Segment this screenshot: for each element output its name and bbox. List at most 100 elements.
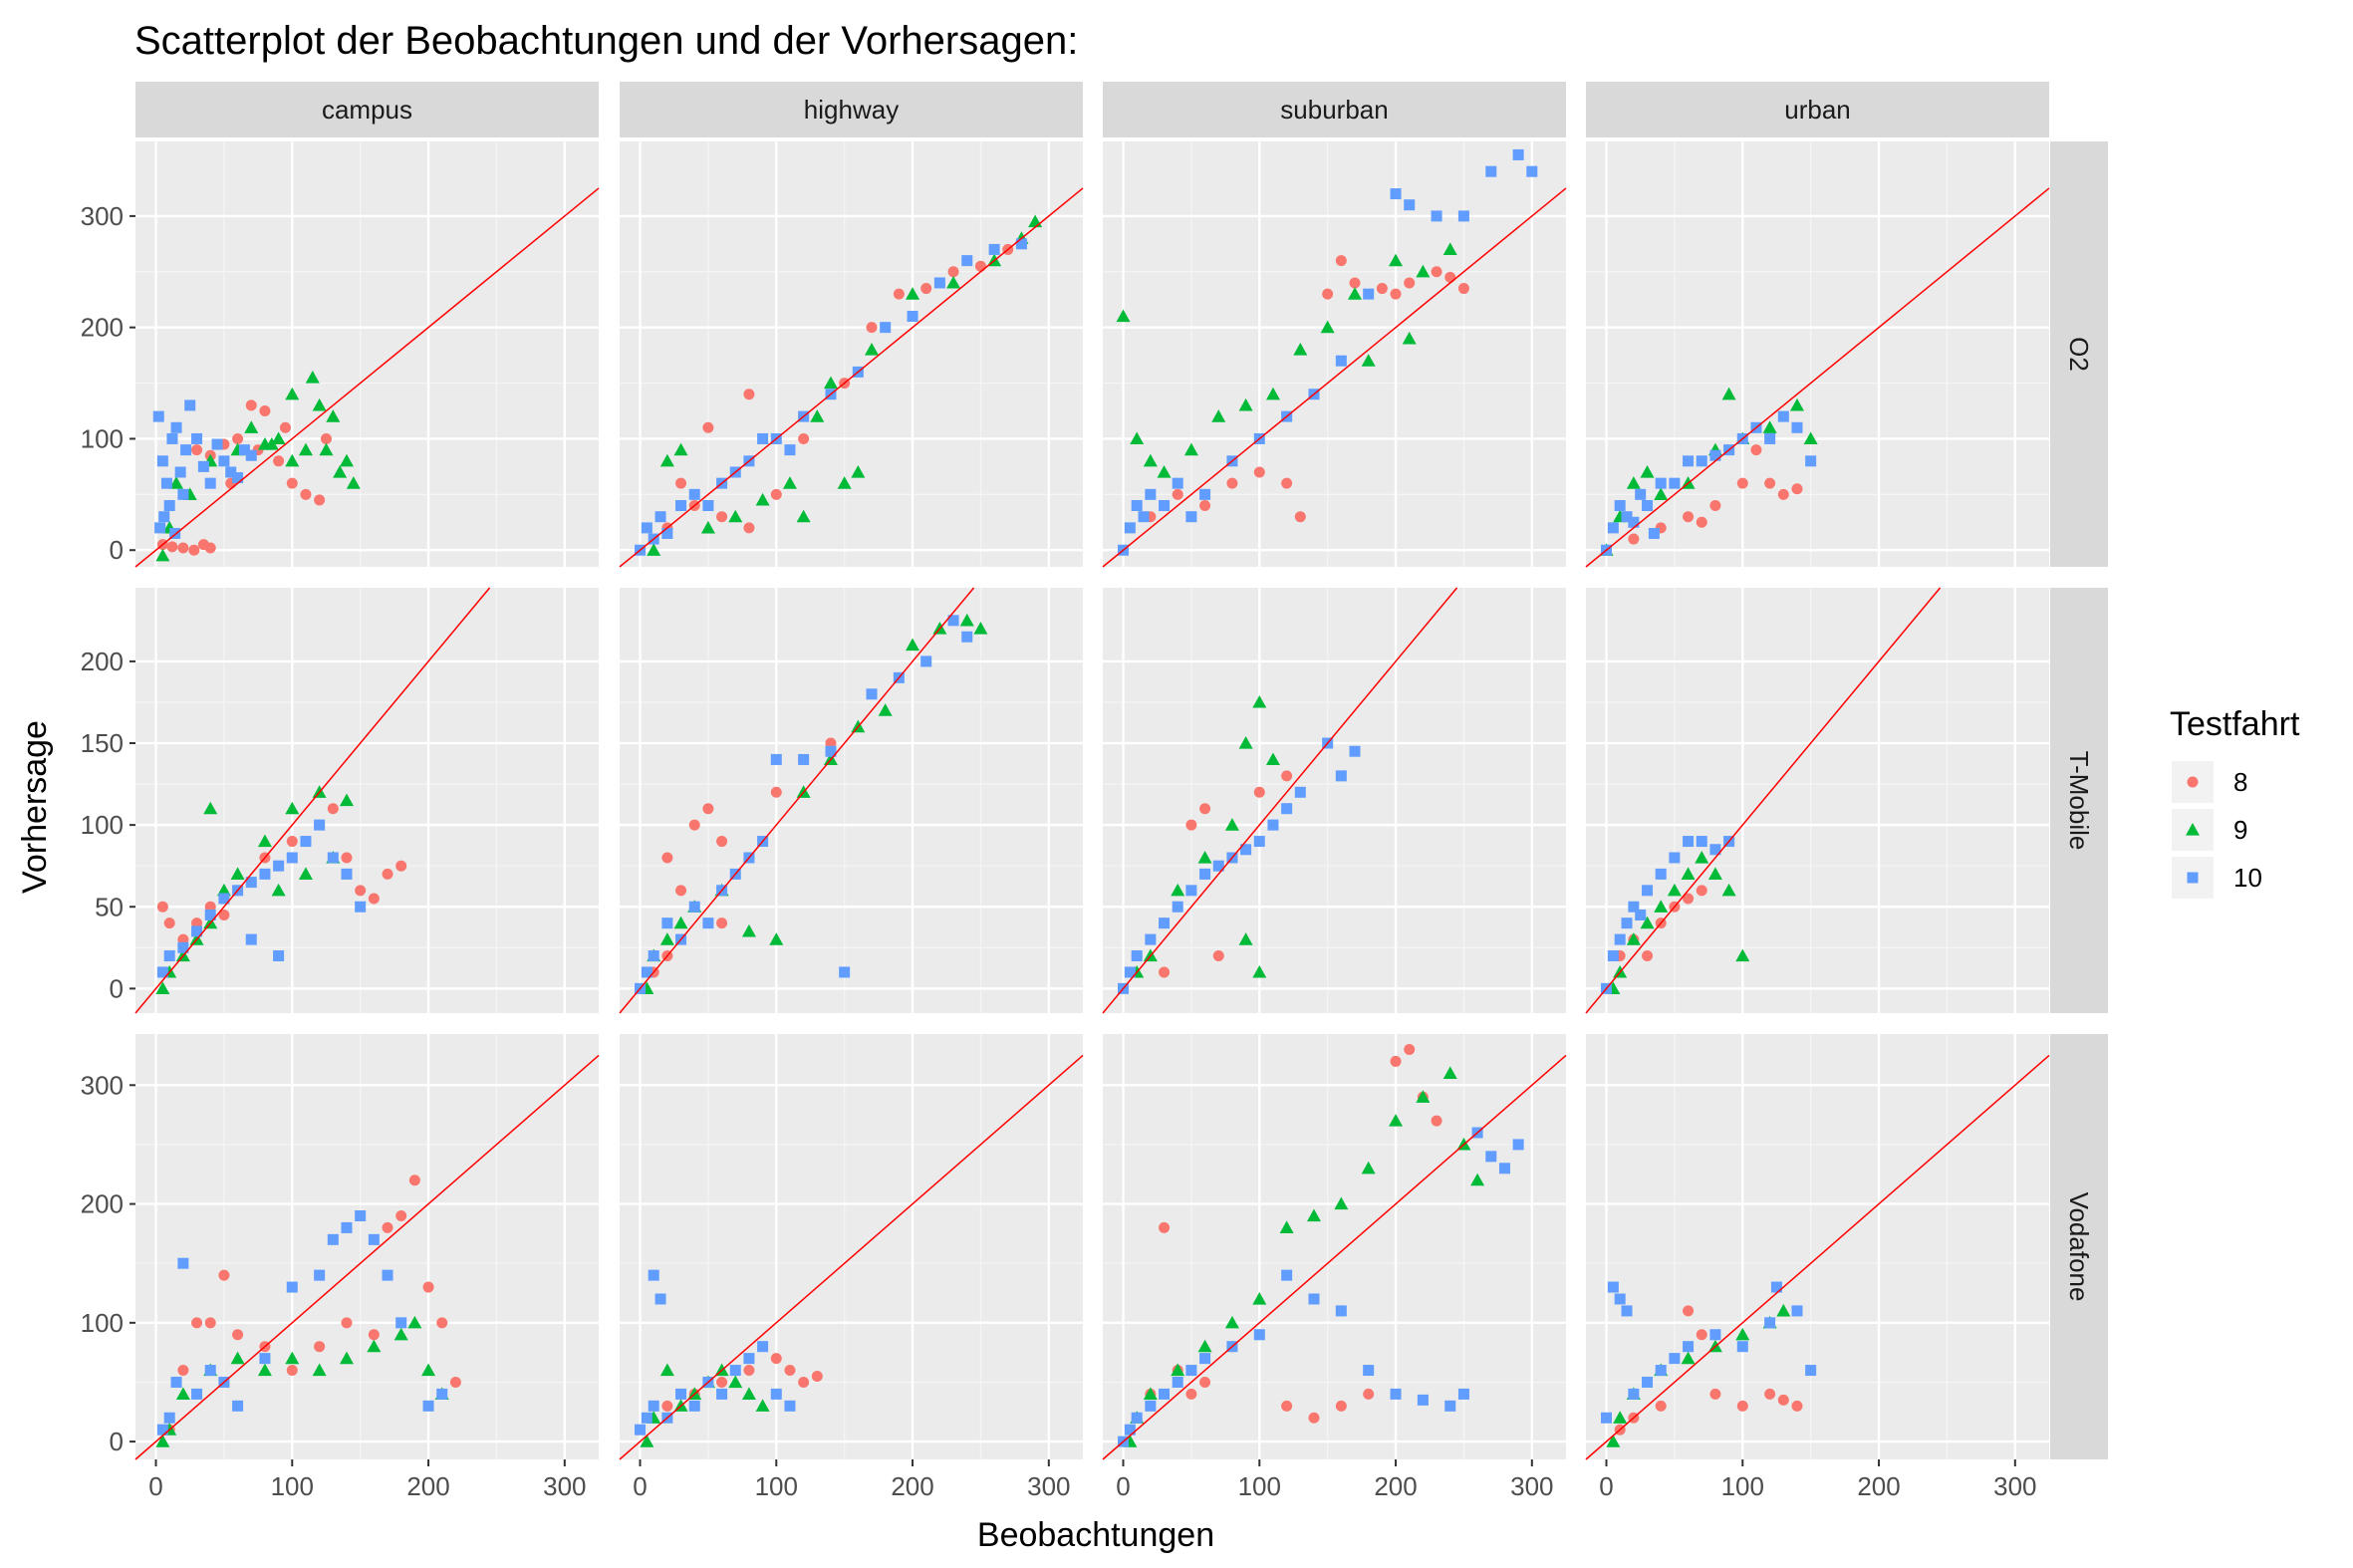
data-point-testfahrt-10 bbox=[648, 950, 659, 962]
data-point-testfahrt-9 bbox=[906, 638, 920, 652]
y-axis-title: Vorhersage bbox=[16, 720, 54, 894]
data-point-testfahrt-9 bbox=[1789, 397, 1804, 411]
data-point-testfahrt-10 bbox=[729, 1365, 741, 1377]
data-point-testfahrt-10 bbox=[177, 941, 189, 953]
data-point-testfahrt-10 bbox=[757, 1341, 769, 1353]
data-point-testfahrt-10 bbox=[1655, 1365, 1667, 1377]
panel-O2-urban bbox=[1585, 141, 2050, 568]
data-point-testfahrt-8 bbox=[204, 1317, 216, 1329]
data-point-testfahrt-10 bbox=[1648, 527, 1660, 539]
data-point-testfahrt-10 bbox=[1642, 885, 1654, 897]
data-point-testfahrt-10 bbox=[1526, 165, 1538, 177]
data-point-testfahrt-8 bbox=[1683, 1305, 1695, 1317]
data-point-testfahrt-10 bbox=[1614, 933, 1626, 945]
data-point-testfahrt-10 bbox=[211, 438, 223, 450]
data-point-testfahrt-10 bbox=[1335, 355, 1347, 367]
data-point-testfahrt-10 bbox=[204, 477, 216, 489]
data-point-testfahrt-8 bbox=[1750, 444, 1762, 456]
panel-T-Mobile-suburban bbox=[1102, 587, 1566, 1014]
y-tick-label: 100 bbox=[81, 810, 124, 840]
data-point-testfahrt-10 bbox=[654, 1293, 666, 1305]
data-point-testfahrt-8 bbox=[382, 1221, 393, 1233]
data-point-testfahrt-8 bbox=[702, 421, 714, 433]
legend-title: Testfahrt bbox=[2170, 705, 2300, 743]
data-point-testfahrt-8 bbox=[1791, 483, 1803, 495]
data-point-testfahrt-10 bbox=[743, 1353, 755, 1365]
data-point-testfahrt-10 bbox=[286, 852, 298, 864]
data-point-testfahrt-10 bbox=[1267, 819, 1279, 831]
data-point-testfahrt-10 bbox=[341, 868, 353, 880]
data-point-testfahrt-9 bbox=[312, 397, 327, 411]
data-point-testfahrt-8 bbox=[327, 803, 339, 815]
data-point-testfahrt-8 bbox=[1628, 533, 1640, 545]
data-point-testfahrt-9 bbox=[1224, 1315, 1239, 1329]
panel-background bbox=[1103, 141, 1566, 567]
data-point-testfahrt-8 bbox=[286, 836, 298, 848]
data-point-testfahrt-8 bbox=[395, 1209, 407, 1221]
data-point-testfahrt-8 bbox=[1390, 1055, 1402, 1067]
data-point-testfahrt-8 bbox=[1335, 1400, 1347, 1412]
data-point-testfahrt-9 bbox=[1416, 264, 1431, 278]
panel-background bbox=[135, 1034, 599, 1459]
x-tick-label: 0 bbox=[1116, 1471, 1130, 1501]
data-point-testfahrt-10 bbox=[688, 901, 700, 913]
data-point-testfahrt-9 bbox=[203, 801, 218, 815]
data-point-testfahrt-10 bbox=[702, 500, 714, 512]
data-point-testfahrt-9 bbox=[659, 932, 674, 945]
y-tick-label: 150 bbox=[81, 728, 124, 758]
data-point-testfahrt-9 bbox=[1265, 752, 1280, 766]
data-point-testfahrt-10 bbox=[648, 1400, 659, 1412]
data-point-testfahrt-10 bbox=[156, 1424, 168, 1436]
data-point-testfahrt-10 bbox=[1669, 1353, 1681, 1365]
data-point-testfahrt-10 bbox=[259, 1353, 271, 1365]
data-point-testfahrt-10 bbox=[1253, 1329, 1265, 1341]
data-point-testfahrt-9 bbox=[782, 476, 797, 489]
data-point-testfahrt-10 bbox=[675, 500, 687, 512]
data-point-testfahrt-9 bbox=[230, 867, 245, 881]
reference-line bbox=[619, 1054, 1084, 1460]
data-point-testfahrt-10 bbox=[880, 322, 892, 334]
data-point-testfahrt-10 bbox=[1240, 844, 1252, 856]
data-point-testfahrt-8 bbox=[675, 477, 687, 489]
data-point-testfahrt-8 bbox=[716, 1376, 728, 1388]
data-point-testfahrt-9 bbox=[865, 343, 880, 356]
data-point-testfahrt-8 bbox=[866, 322, 878, 334]
data-point-testfahrt-10 bbox=[1642, 1376, 1654, 1388]
data-point-testfahrt-8 bbox=[1642, 950, 1654, 962]
row-strip-label: T-Mobile bbox=[2064, 751, 2094, 851]
data-point-testfahrt-10 bbox=[947, 615, 959, 627]
data-point-testfahrt-9 bbox=[700, 520, 715, 534]
data-point-testfahrt-8 bbox=[1696, 516, 1707, 528]
data-point-testfahrt-8 bbox=[245, 399, 257, 411]
data-point-testfahrt-10 bbox=[1628, 901, 1640, 913]
data-point-testfahrt-10 bbox=[1512, 148, 1524, 160]
data-point-testfahrt-10 bbox=[1335, 1305, 1347, 1317]
data-point-testfahrt-9 bbox=[1211, 409, 1226, 422]
data-point-testfahrt-9 bbox=[339, 453, 354, 467]
data-point-testfahrt-9 bbox=[407, 1315, 422, 1329]
data-point-testfahrt-10 bbox=[1172, 901, 1183, 913]
data-point-testfahrt-8 bbox=[1431, 266, 1442, 278]
data-point-testfahrt-9 bbox=[1293, 343, 1308, 356]
data-point-testfahrt-8 bbox=[716, 836, 728, 848]
data-point-testfahrt-8 bbox=[1791, 1400, 1803, 1412]
data-point-testfahrt-9 bbox=[640, 1435, 654, 1447]
data-point-testfahrt-10 bbox=[1431, 210, 1442, 222]
data-point-testfahrt-8 bbox=[355, 885, 367, 897]
data-point-testfahrt-9 bbox=[312, 1363, 327, 1377]
data-point-testfahrt-8 bbox=[716, 917, 728, 929]
data-point-testfahrt-10 bbox=[327, 1233, 339, 1245]
x-tick-label: 0 bbox=[1599, 1471, 1613, 1501]
data-point-testfahrt-8 bbox=[191, 444, 203, 456]
data-point-testfahrt-10 bbox=[245, 877, 257, 889]
data-point-testfahrt-10 bbox=[1683, 836, 1695, 848]
x-axis-title: Beobachtungen bbox=[977, 1516, 1214, 1554]
x-tick-label: 100 bbox=[1721, 1471, 1764, 1501]
data-point-testfahrt-8 bbox=[743, 389, 755, 400]
data-point-testfahrt-10 bbox=[675, 1388, 687, 1400]
x-tick-label: 0 bbox=[633, 1471, 647, 1501]
data-point-testfahrt-8 bbox=[1404, 1044, 1416, 1056]
data-point-testfahrt-10 bbox=[661, 527, 673, 539]
data-point-testfahrt-10 bbox=[160, 477, 172, 489]
data-point-testfahrt-8 bbox=[1253, 466, 1265, 478]
